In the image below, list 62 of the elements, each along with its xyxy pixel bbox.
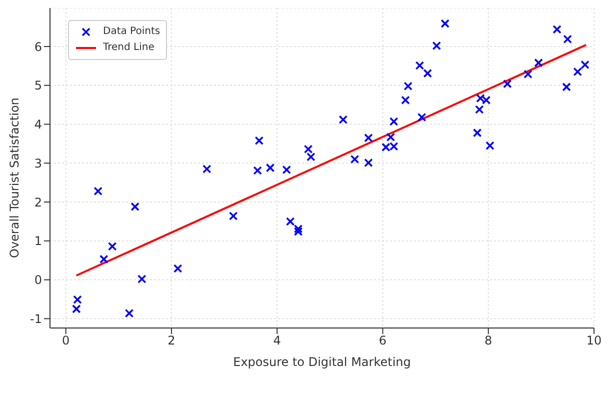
point: [563, 34, 572, 44]
y-tick-label: 4: [34, 118, 42, 132]
y-tick-label: 6: [34, 40, 42, 54]
point: [294, 224, 303, 234]
point: [266, 163, 275, 172]
point: [94, 186, 102, 196]
point: [534, 58, 543, 68]
point: [472, 128, 482, 138]
point: [432, 41, 442, 50]
point: [99, 254, 108, 264]
point: [282, 165, 292, 174]
point: [294, 227, 303, 236]
point: [552, 24, 562, 34]
x-tick-label: 6: [378, 334, 387, 348]
point: [108, 242, 117, 251]
point: [440, 19, 450, 28]
point: [423, 68, 432, 78]
y-tick-label: 3: [34, 156, 42, 170]
x-tick-label: 2: [168, 334, 176, 348]
y-tick-label: 2: [34, 195, 42, 210]
point: [404, 82, 412, 91]
y-tick-label: -1: [30, 312, 42, 326]
legend-label: Trend Line: [103, 41, 154, 55]
point: [254, 136, 264, 145]
point: [415, 61, 424, 70]
point: [173, 264, 182, 273]
point: [350, 154, 360, 164]
point: [580, 60, 590, 70]
point: [562, 82, 571, 92]
point: [364, 133, 373, 142]
y-tick-label: 0: [34, 273, 42, 288]
x-axis-title: Exposure to Digital Marketing: [233, 355, 411, 369]
x-tick-label: 4: [273, 334, 281, 348]
point: [338, 115, 348, 124]
point: [253, 166, 262, 175]
point: [364, 158, 373, 168]
point: [304, 144, 313, 154]
point: [138, 274, 146, 284]
point: [573, 67, 582, 76]
point: [417, 112, 426, 122]
y-tick-label: 1: [34, 234, 42, 248]
point: [389, 117, 398, 126]
y-tick-label: 5: [34, 78, 42, 93]
point: [202, 164, 212, 174]
point: [474, 105, 484, 114]
point: [124, 308, 134, 318]
point: [130, 202, 140, 212]
x-tick-label: 0: [62, 334, 70, 348]
point: [72, 304, 81, 314]
point: [228, 212, 238, 220]
point: [524, 70, 532, 78]
point: [386, 132, 396, 142]
point: [73, 295, 82, 304]
y-axis-title: Overall Tourist Satisfaction: [7, 98, 22, 258]
point: [306, 152, 316, 162]
legend-label: Data Points: [103, 25, 160, 39]
point: [486, 141, 494, 150]
point: [502, 79, 512, 88]
point: [401, 96, 410, 105]
point: [286, 217, 295, 226]
x-tick-label: 8: [484, 334, 492, 348]
x-tick-label: 10: [586, 334, 602, 348]
